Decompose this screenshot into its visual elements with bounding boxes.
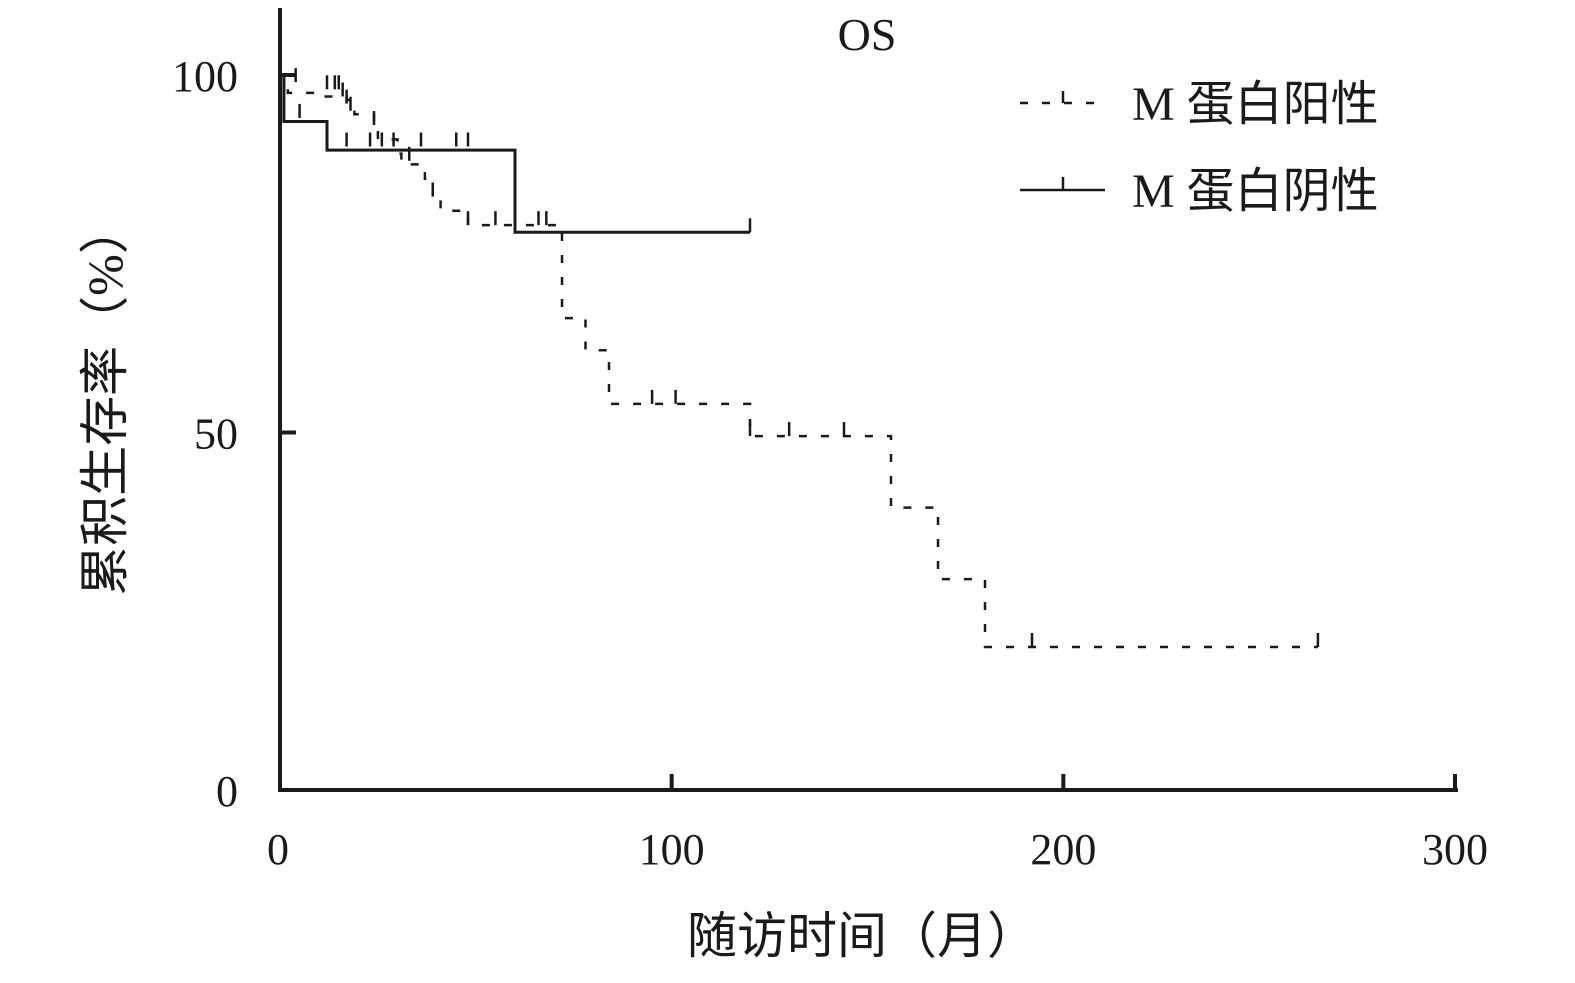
legend-item-positive: M 蛋白阳性: [1020, 78, 1379, 131]
legend: M 蛋白阳性 M 蛋白阴性: [1020, 78, 1379, 218]
x-tick-label: 0: [267, 825, 289, 874]
legend-item-negative: M 蛋白阴性: [1020, 165, 1379, 218]
series-negative: [280, 73, 752, 234]
y-tick-label: 0: [216, 767, 238, 816]
chart-title: OS: [838, 9, 897, 60]
series-positive: [280, 68, 1320, 649]
legend-label-negative: M 蛋白阴性: [1132, 165, 1379, 218]
x-tick-label: 100: [639, 825, 705, 874]
x-tick-label: 200: [1030, 825, 1096, 874]
tick-labels: 0 100 200 300 0 50 100: [172, 52, 1488, 874]
y-tick-label: 50: [194, 410, 238, 459]
legend-label-positive: M 蛋白阳性: [1132, 78, 1379, 131]
axes: [278, 8, 1458, 792]
x-tick-label: 300: [1422, 825, 1488, 874]
series-line: [280, 73, 1318, 649]
x-axis-title: 随访时间（月）: [687, 908, 1037, 964]
y-tick-label: 100: [172, 52, 238, 101]
series-layer: [280, 68, 1320, 649]
y-axis-title: 累积生存率（%）: [77, 204, 133, 596]
